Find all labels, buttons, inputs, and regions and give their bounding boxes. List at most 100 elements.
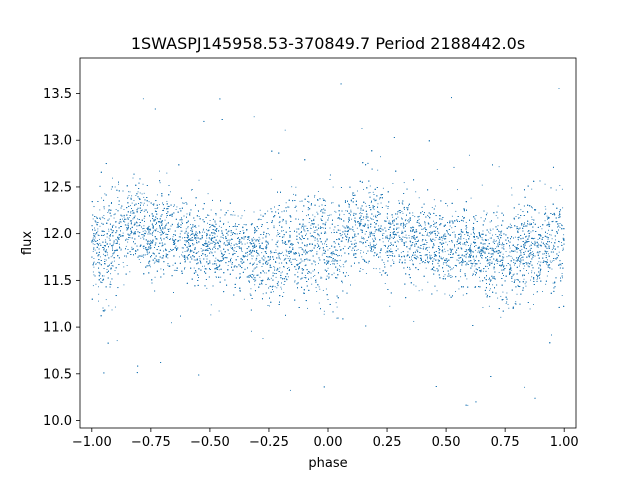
data-point	[141, 193, 143, 195]
data-point	[251, 251, 253, 253]
data-point	[278, 224, 280, 226]
data-point	[220, 276, 222, 278]
data-point	[342, 225, 344, 227]
data-point	[163, 231, 165, 233]
data-point	[215, 271, 217, 273]
data-point	[448, 241, 450, 242]
data-point	[410, 241, 412, 243]
data-point	[99, 273, 101, 275]
data-point	[212, 235, 214, 236]
data-point	[318, 262, 319, 264]
data-point	[264, 257, 266, 259]
data-point	[218, 310, 220, 312]
data-point	[474, 217, 476, 219]
data-point	[212, 232, 214, 234]
data-point	[536, 291, 538, 293]
data-point	[317, 233, 319, 235]
data-point	[341, 282, 343, 284]
data-point	[194, 220, 196, 221]
data-point	[389, 223, 390, 225]
data-point	[287, 240, 289, 241]
data-point	[108, 305, 110, 307]
data-point	[298, 247, 300, 249]
data-point	[321, 254, 323, 256]
data-point	[409, 247, 411, 249]
data-point	[389, 305, 391, 307]
data-point	[407, 254, 409, 256]
data-point	[421, 261, 423, 263]
data-point	[428, 251, 430, 253]
data-point	[474, 239, 476, 241]
data-point	[198, 216, 200, 217]
data-point	[253, 116, 255, 118]
data-point	[433, 253, 435, 255]
data-point	[399, 239, 401, 240]
data-point	[517, 214, 519, 215]
data-point	[276, 268, 278, 270]
data-point	[382, 241, 384, 243]
data-point	[296, 210, 298, 212]
data-point	[435, 227, 437, 228]
data-point	[199, 258, 201, 260]
data-point	[209, 226, 211, 228]
data-point	[96, 216, 97, 218]
data-point	[150, 242, 152, 244]
data-point	[307, 201, 308, 203]
data-point	[177, 240, 179, 242]
data-point	[392, 253, 394, 254]
data-point	[202, 265, 203, 267]
data-point	[214, 267, 216, 269]
data-point	[515, 248, 517, 250]
data-point	[313, 276, 314, 278]
data-point	[534, 237, 536, 239]
data-point	[515, 301, 517, 303]
data-point	[465, 244, 467, 246]
data-point	[116, 240, 118, 242]
data-point	[310, 228, 312, 229]
data-point	[540, 265, 541, 267]
data-point	[134, 215, 136, 217]
data-point	[388, 254, 390, 256]
data-point	[317, 224, 319, 226]
data-point	[197, 274, 199, 276]
data-point	[498, 236, 499, 238]
data-point	[93, 261, 95, 263]
data-point	[336, 269, 338, 271]
data-point	[180, 219, 182, 221]
data-point	[536, 279, 538, 281]
data-point	[193, 243, 195, 245]
data-point	[154, 276, 156, 278]
data-point	[470, 197, 472, 199]
data-point	[501, 230, 503, 232]
data-point	[215, 229, 217, 231]
data-point	[315, 264, 316, 266]
data-point	[398, 227, 400, 229]
data-point	[492, 234, 493, 236]
data-point	[503, 245, 505, 247]
data-point	[103, 234, 105, 236]
data-point	[413, 227, 415, 229]
data-point	[297, 271, 299, 273]
data-point	[496, 263, 498, 264]
data-point	[506, 256, 508, 258]
data-point	[98, 244, 100, 246]
data-point	[140, 261, 142, 263]
data-point	[112, 244, 114, 246]
data-point	[430, 254, 432, 256]
data-point	[453, 267, 454, 269]
data-point	[549, 260, 551, 262]
data-point	[282, 218, 284, 220]
data-point	[223, 237, 224, 239]
data-point	[438, 232, 440, 234]
data-point	[362, 218, 364, 220]
data-point	[508, 307, 510, 309]
data-point	[529, 222, 531, 224]
data-point	[393, 219, 395, 221]
data-point	[492, 228, 494, 230]
data-point	[361, 236, 363, 238]
data-point	[563, 238, 565, 240]
data-point	[98, 293, 100, 295]
data-point	[428, 261, 430, 263]
data-point	[184, 232, 186, 234]
data-point	[127, 217, 128, 219]
